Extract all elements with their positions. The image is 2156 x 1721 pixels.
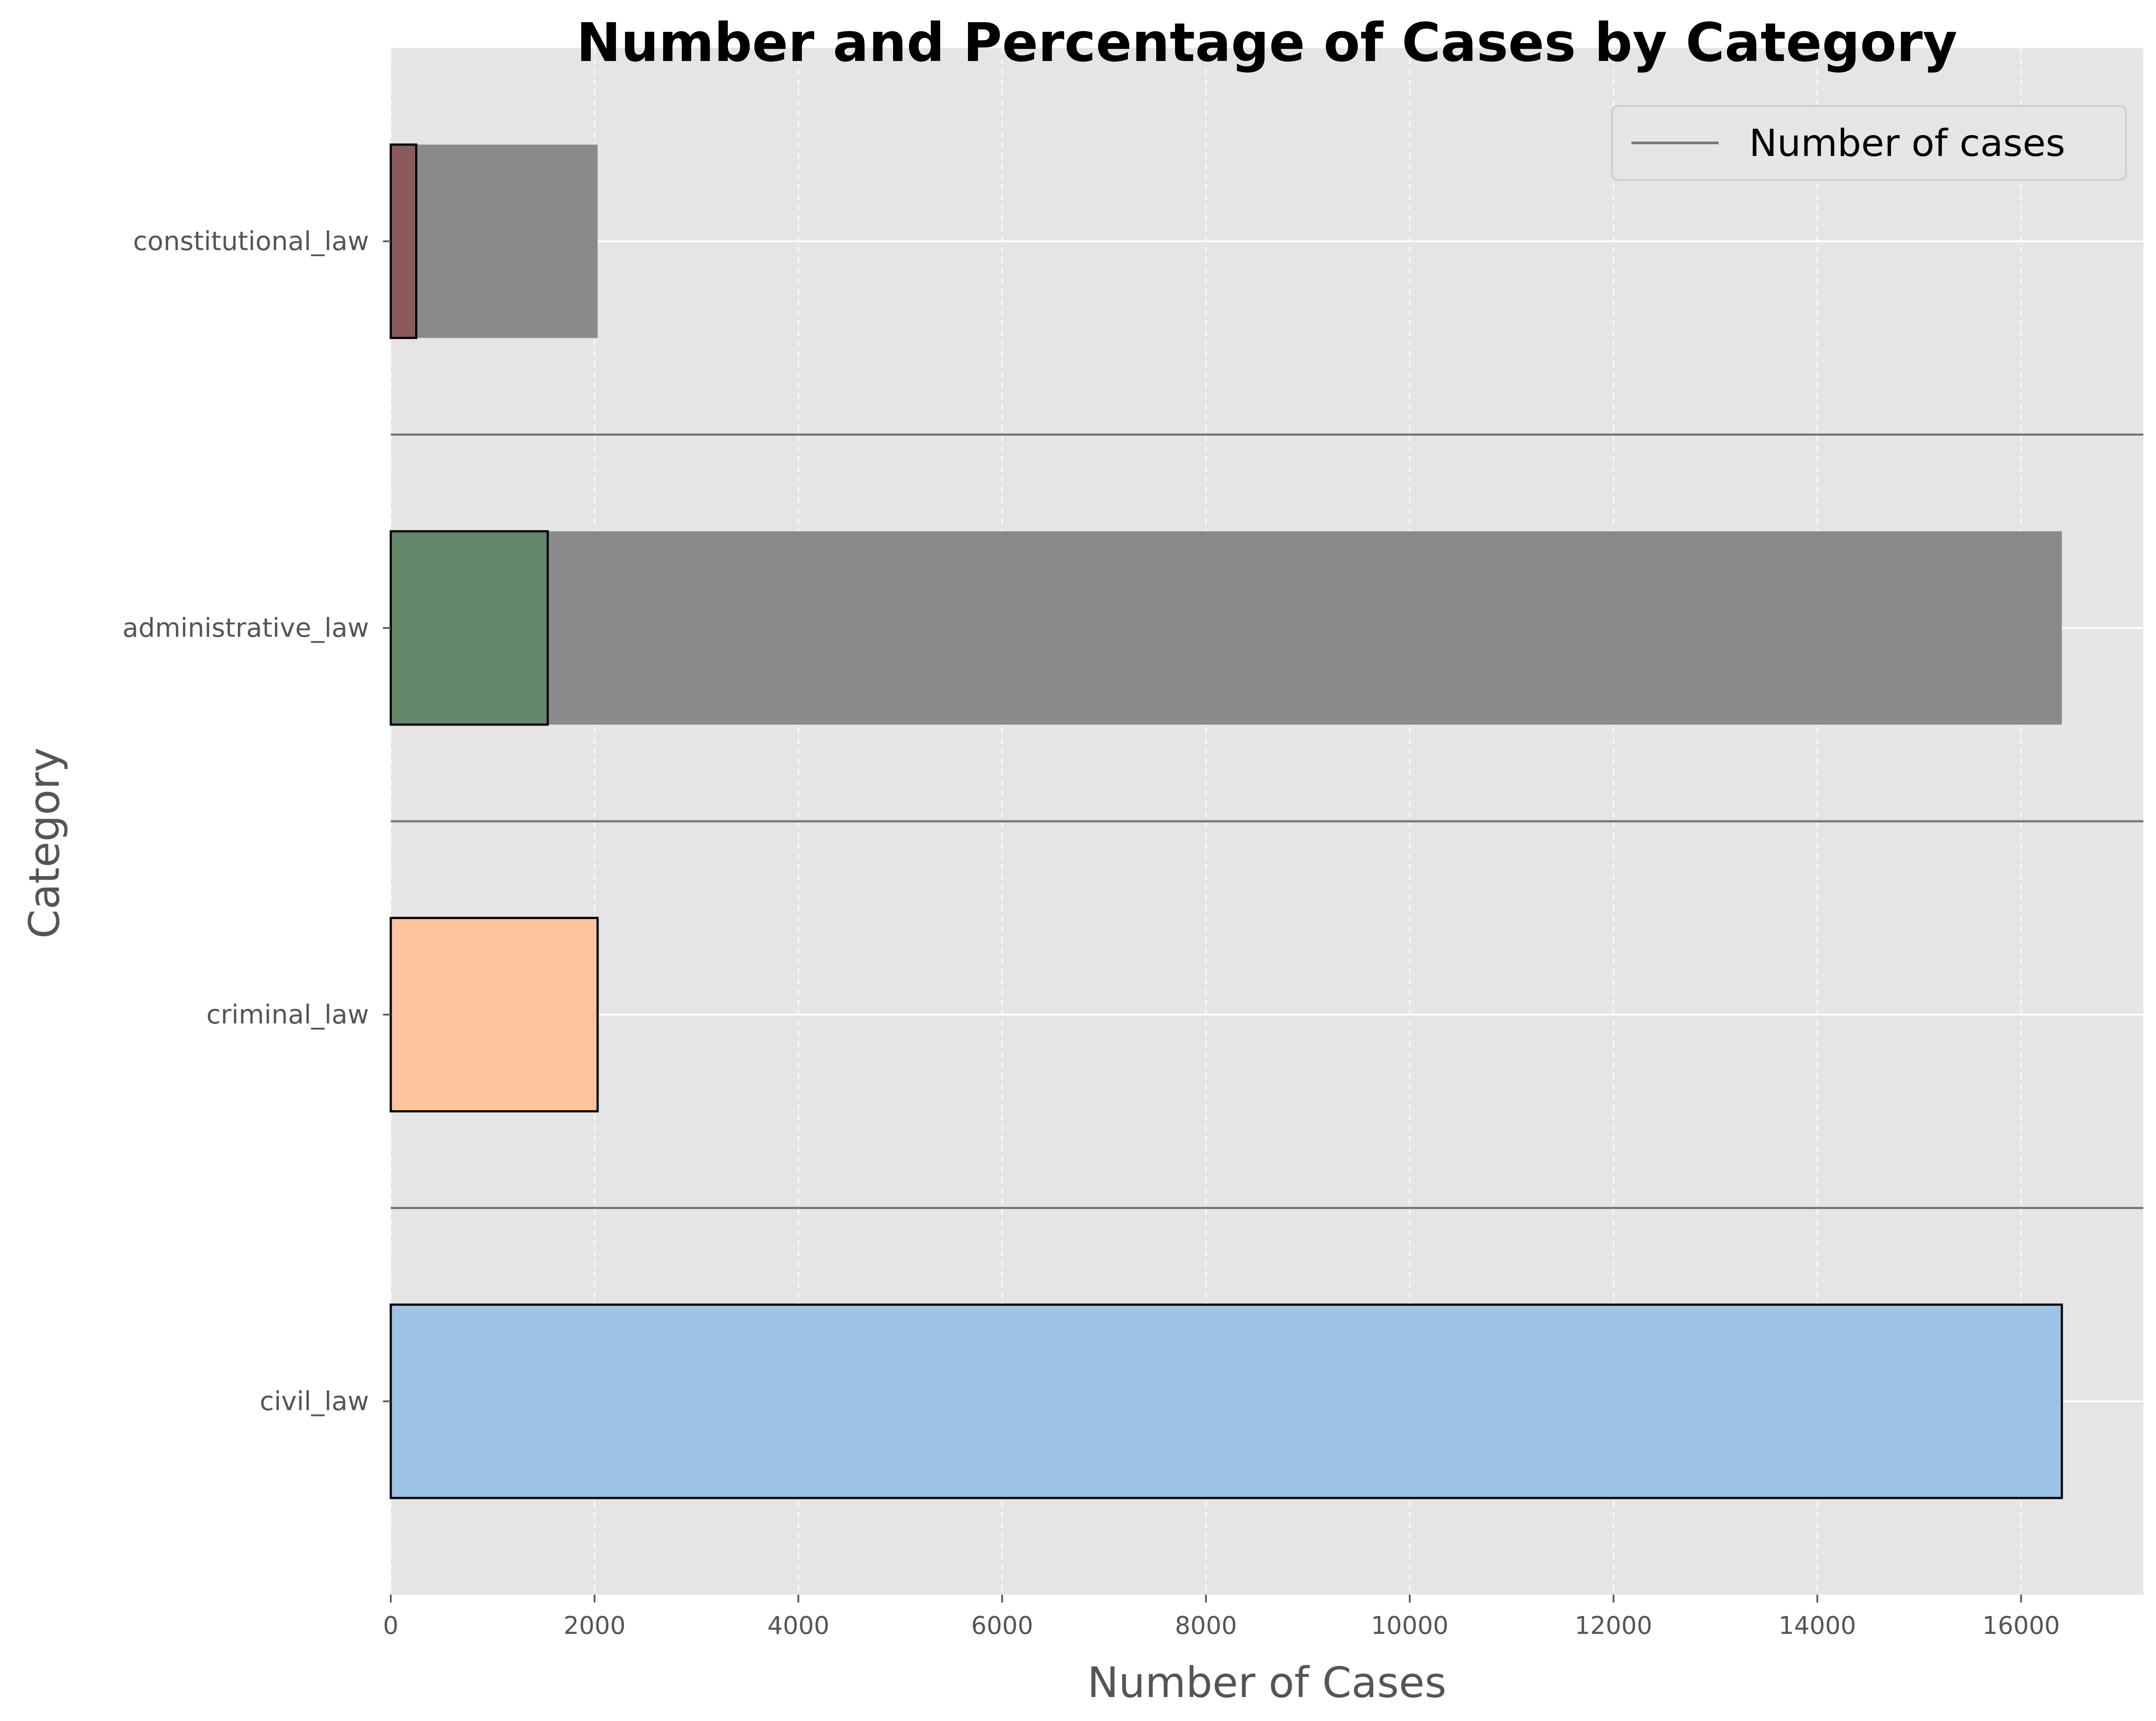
background-bar-administrative-law: [391, 531, 2062, 725]
x-tick-label: 16000: [1982, 1612, 2060, 1640]
x-tick-label: 0: [383, 1612, 399, 1640]
bar-civil-law: [389, 1303, 2063, 1499]
y-tick-label-criminal-law: criminal_law: [206, 999, 369, 1030]
x-tick-label: 8000: [1175, 1612, 1237, 1640]
chart-title: Number and Percentage of Cases by Catego…: [576, 12, 1957, 74]
x-tick-label: 10000: [1371, 1612, 1449, 1640]
legend-frame: [1611, 105, 2127, 181]
background-bar-constitutional-law: [391, 144, 598, 338]
y-axis-label: Category: [20, 748, 69, 939]
legend: Number of cases: [1611, 105, 2127, 181]
x-tick-label: 6000: [971, 1612, 1033, 1640]
x-tick-label: 12000: [1575, 1612, 1652, 1640]
y-tick-label-civil-law: civil_law: [260, 1386, 369, 1416]
x-tick-label: 4000: [767, 1612, 829, 1640]
x-tick-label: 2000: [564, 1612, 626, 1640]
separator-layer: [391, 434, 2143, 1209]
x-axis-label: Number of Cases: [1087, 1658, 1446, 1707]
legend-entry-number-of-cases: Number of cases: [1749, 122, 2065, 165]
y-tick-label-constitutional-law: constitutional_law: [133, 226, 369, 257]
y-tick-layer: civil_law criminal_law administrative_law c…: [122, 226, 391, 1416]
x-tick-label: 14000: [1778, 1612, 1856, 1640]
bar-constitutional-law: [389, 143, 417, 339]
bar-layer: [389, 143, 2063, 1499]
bar-criminal-law: [389, 917, 599, 1113]
y-tick-label-administrative-law: administrative_law: [122, 613, 369, 643]
bar-administrative-law: [389, 530, 549, 726]
x-tick-layer: 0 2000 4000 6000 8000 10000 12000 14000 16000: [383, 1595, 2060, 1640]
